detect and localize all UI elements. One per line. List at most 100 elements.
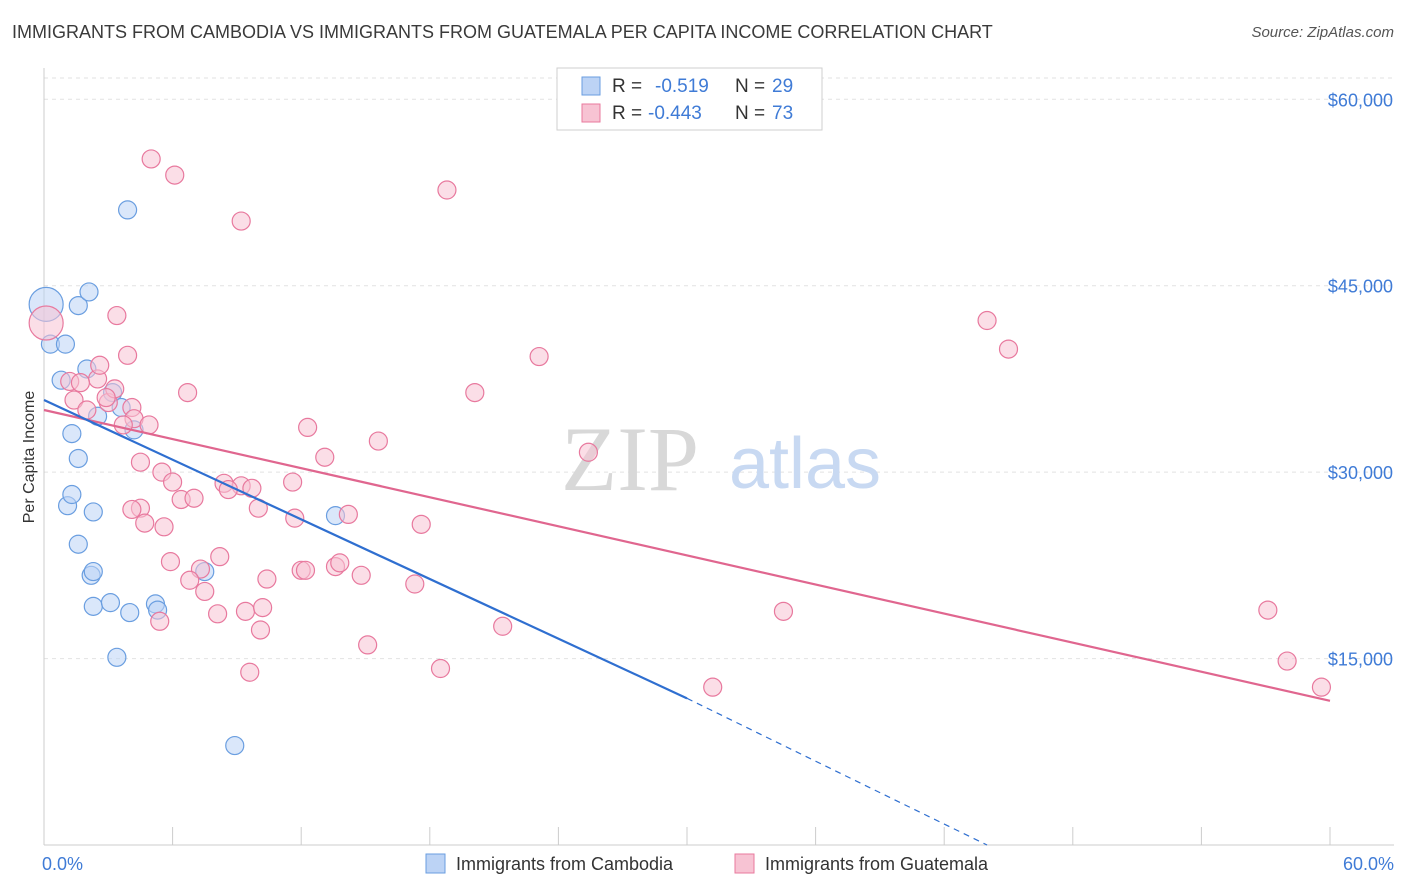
bottom-legend-label-cambodia: Immigrants from Cambodia xyxy=(456,854,674,874)
point-guatemala xyxy=(257,569,277,589)
point-guatemala xyxy=(135,513,155,533)
point-guatemala xyxy=(295,560,316,580)
bottom-legend: Immigrants from Cambodia Immigrants from… xyxy=(425,853,989,874)
point-guatemala xyxy=(283,472,303,492)
trend-line-cambodia xyxy=(43,399,688,700)
point-guatemala xyxy=(184,488,204,508)
legend-n-value-1: 29 xyxy=(772,76,793,97)
point-guatemala xyxy=(465,383,485,403)
point-guatemala xyxy=(1311,677,1332,697)
legend-r-label-1: R = xyxy=(612,76,642,97)
point-guatemala xyxy=(96,387,116,408)
point-guatemala xyxy=(250,620,271,640)
points-layer xyxy=(28,149,1332,756)
watermark-atlas: atlas xyxy=(729,424,881,504)
legend-r-value-1: -0.519 xyxy=(655,76,709,97)
point-guatemala xyxy=(437,180,457,200)
point-guatemala xyxy=(231,211,251,231)
point-cambodia xyxy=(68,448,88,469)
legend-n-label-2: N = xyxy=(735,103,765,124)
point-guatemala xyxy=(977,310,997,331)
point-guatemala xyxy=(405,574,425,594)
point-guatemala xyxy=(107,305,127,326)
point-guatemala xyxy=(430,658,451,679)
point-guatemala xyxy=(330,553,350,573)
y-axis-label: Per Capita Income xyxy=(21,391,38,524)
chart-title: IMMIGRANTS FROM CAMBODIA VS IMMIGRANTS F… xyxy=(12,22,993,42)
y-tick-label: $60,000 xyxy=(1328,90,1393,110)
point-guatemala xyxy=(178,383,198,403)
point-guatemala xyxy=(122,499,142,520)
trend-lines xyxy=(43,399,1331,846)
legend-r-label-2: R = xyxy=(612,103,642,124)
bottom-legend-swatch-guatemala xyxy=(734,853,755,874)
point-guatemala xyxy=(141,149,161,169)
point-guatemala xyxy=(578,442,599,462)
point-guatemala xyxy=(130,452,151,472)
point-guatemala xyxy=(338,504,358,525)
x-tick-label-start: 0.0% xyxy=(42,854,83,874)
point-guatemala xyxy=(493,616,513,636)
point-cambodia xyxy=(62,424,82,444)
point-guatemala xyxy=(529,346,549,367)
point-guatemala xyxy=(210,547,230,567)
axes xyxy=(43,68,1394,846)
point-guatemala xyxy=(150,611,170,631)
legend-n-value-2: 73 xyxy=(772,103,793,124)
point-guatemala xyxy=(998,339,1019,359)
top-legend-box xyxy=(556,67,823,131)
y-tick-label: $45,000 xyxy=(1328,277,1393,297)
top-legend: R = -0.519 N = 29 R = -0.443 N = 73 xyxy=(556,67,823,131)
point-guatemala xyxy=(165,165,185,185)
point-guatemala xyxy=(195,581,215,602)
point-guatemala xyxy=(113,415,133,435)
trend-line-guatemala xyxy=(43,408,1331,702)
legend-swatch-cambodia xyxy=(581,76,601,96)
legend-n-label-1: N = xyxy=(735,76,765,97)
point-guatemala xyxy=(411,514,431,534)
point-guatemala xyxy=(351,565,371,585)
point-guatemala xyxy=(70,373,91,393)
point-guatemala xyxy=(163,472,183,492)
point-guatemala xyxy=(703,677,723,697)
bottom-legend-label-guatemala: Immigrants from Guatemala xyxy=(765,854,989,874)
point-guatemala xyxy=(773,601,794,621)
point-guatemala xyxy=(160,552,181,572)
y-tick-label: $15,000 xyxy=(1328,650,1393,670)
point-guatemala xyxy=(240,662,260,682)
point-cambodia xyxy=(83,561,103,582)
tick-labels: $15,000 $30,000 $45,000 $60,000 0.0% 60.0% xyxy=(42,90,1394,874)
point-cambodia xyxy=(83,596,103,616)
point-cambodia xyxy=(55,334,76,354)
point-cambodia xyxy=(79,282,99,302)
point-cambodia xyxy=(68,296,88,316)
legend-r-value-2: -0.443 xyxy=(648,103,702,124)
point-guatemala xyxy=(1258,600,1278,620)
point-guatemala xyxy=(235,601,256,621)
bottom-legend-swatch-cambodia xyxy=(425,853,446,874)
legend-swatch-guatemala xyxy=(581,103,601,123)
point-guatemala xyxy=(298,417,318,437)
x-tick-label-end: 60.0% xyxy=(1343,854,1394,874)
point-guatemala xyxy=(117,345,138,365)
point-guatemala xyxy=(154,517,174,537)
trend-line-cambodia-extrapolated xyxy=(686,697,988,846)
point-guatemala xyxy=(28,305,64,341)
point-guatemala xyxy=(90,355,110,375)
point-cambodia xyxy=(62,484,82,505)
point-guatemala xyxy=(208,604,228,624)
point-guatemala xyxy=(253,598,273,618)
point-cambodia xyxy=(68,534,88,554)
point-cambodia xyxy=(117,200,138,220)
point-cambodia xyxy=(225,735,245,756)
point-cambodia xyxy=(120,602,140,623)
point-guatemala xyxy=(180,570,200,590)
grid xyxy=(44,77,1394,660)
y-tick-label: $30,000 xyxy=(1328,463,1393,483)
point-cambodia xyxy=(100,593,121,613)
point-guatemala xyxy=(368,431,388,451)
point-guatemala xyxy=(315,447,335,467)
point-guatemala xyxy=(64,390,84,410)
